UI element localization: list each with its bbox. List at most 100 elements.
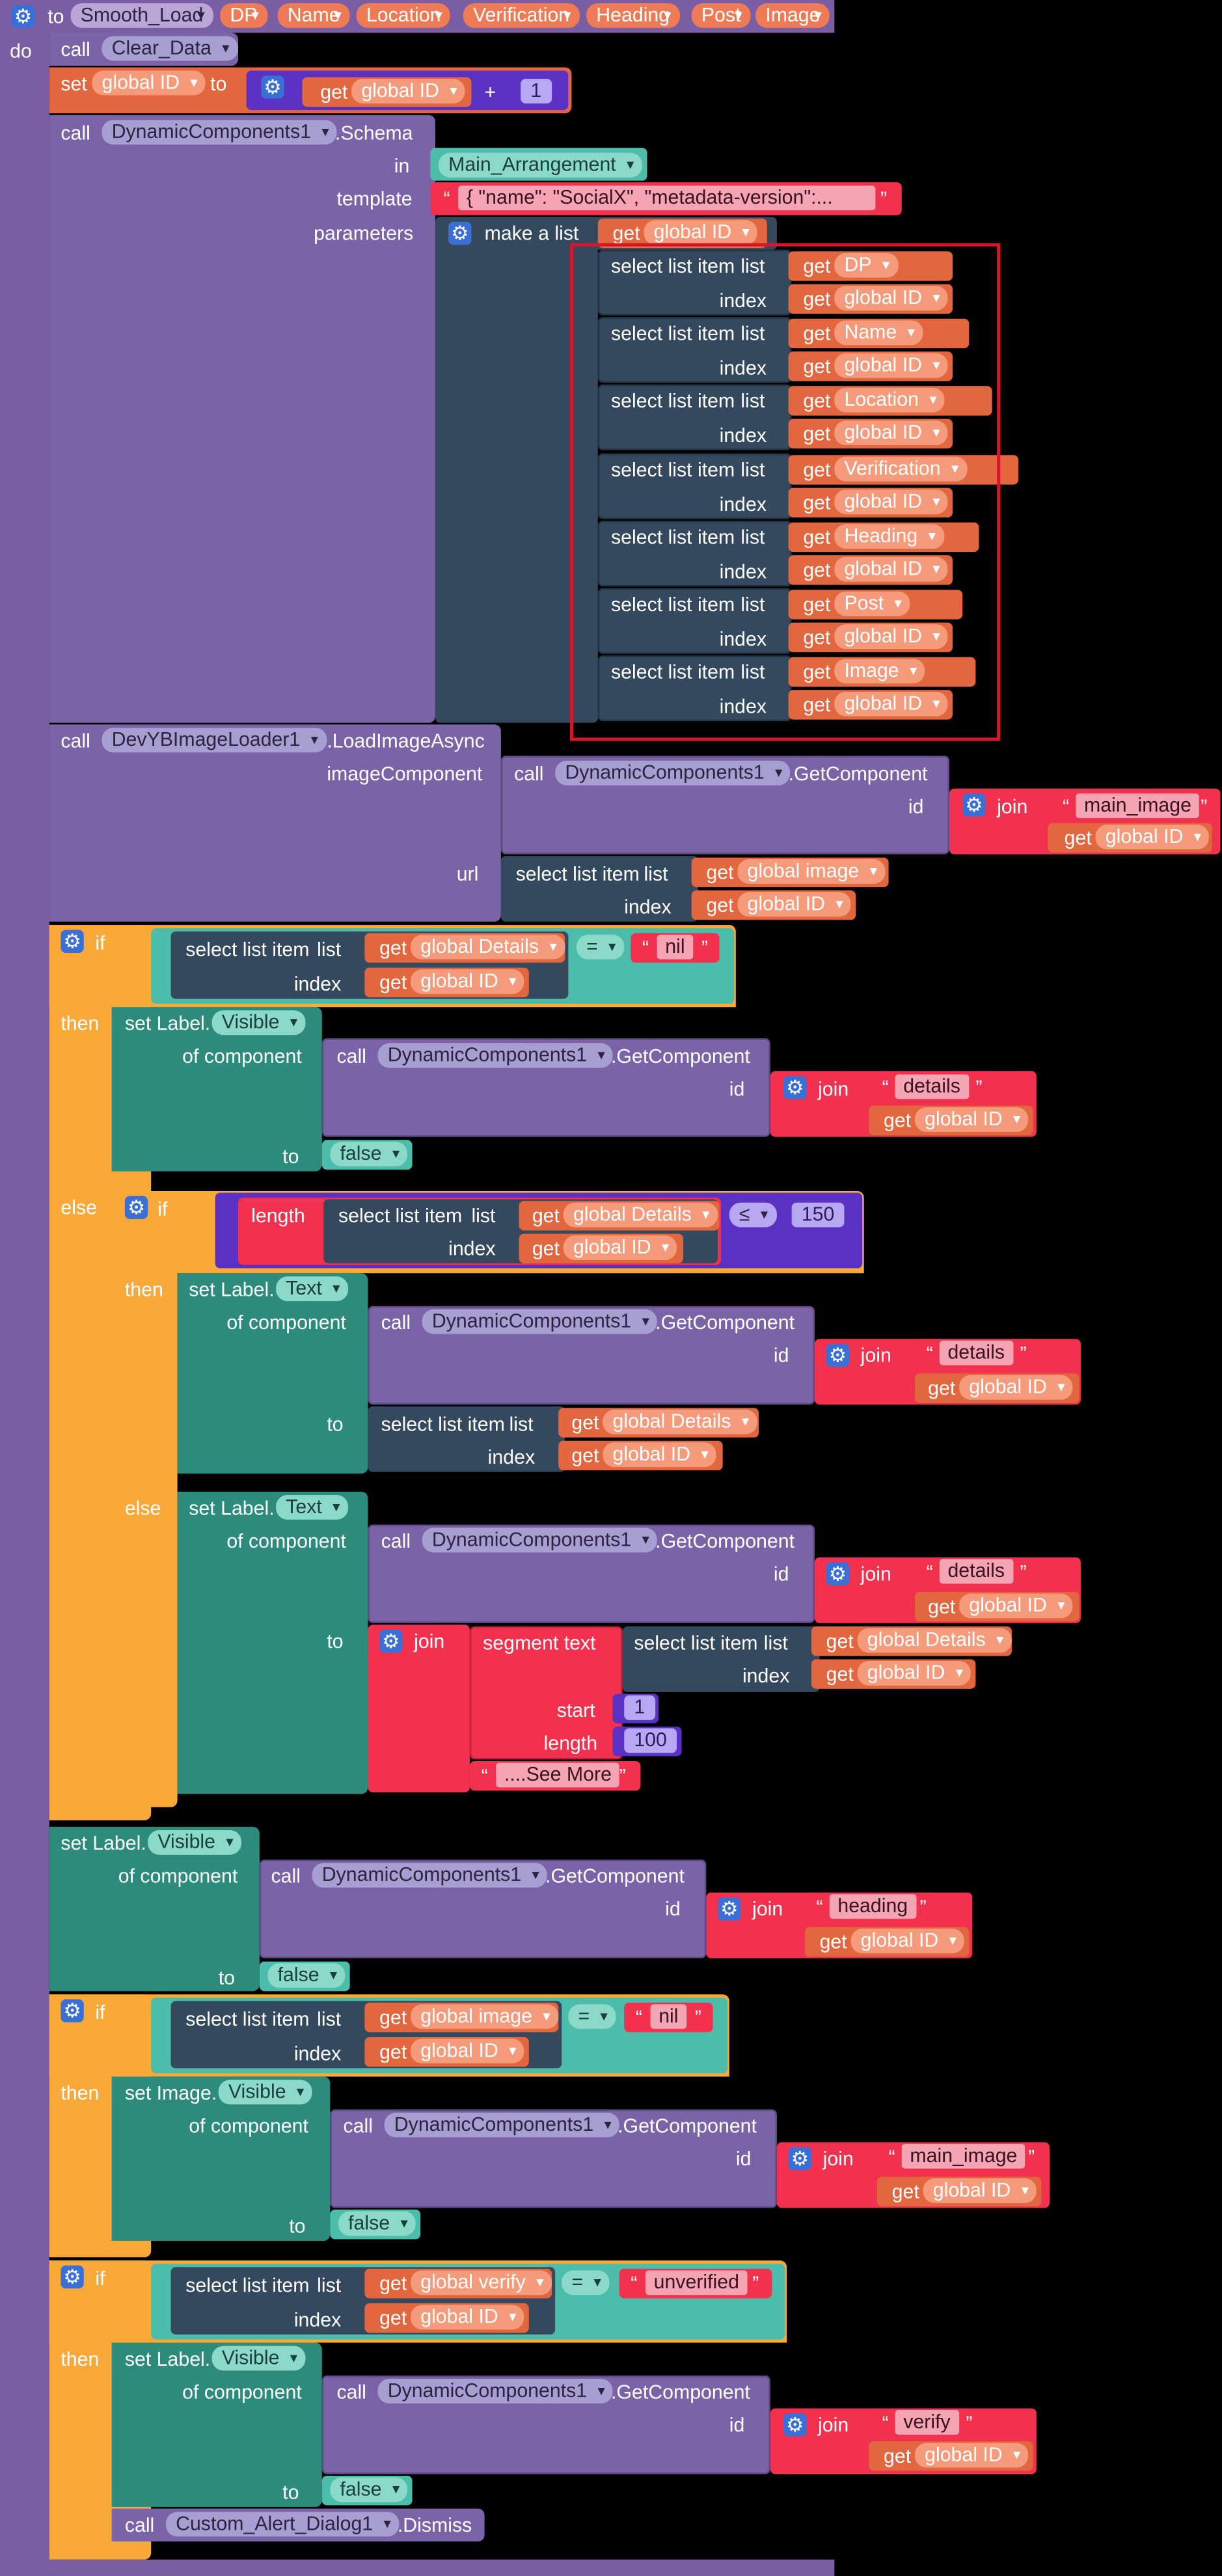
number-150[interactable]: 150 [791,1202,845,1227]
select-list-item-block[interactable] [597,317,792,383]
equals-operator-dropdown[interactable]: = [568,2004,616,2029]
select-list-item-block[interactable] [597,452,792,519]
gear-icon[interactable]: ⚙ [783,1076,807,1099]
select-list-item-block[interactable] [597,520,792,586]
main-arrangement-dropdown[interactable]: Main_Arrangement [438,152,643,178]
global-id-dropdown[interactable]: global ID [959,1593,1074,1619]
global-id-dropdown[interactable]: global ID [411,2305,525,2330]
template-json-text[interactable]: { "name": "SocialX", "metadata-version":… [458,185,876,211]
global-image-dropdown[interactable]: global image [411,2004,559,2029]
select-list-item-url-block[interactable] [500,856,698,922]
segment-text-block[interactable] [469,1626,623,1760]
visible-property-dropdown[interactable]: Visible [148,1829,242,1855]
image-loader-dropdown[interactable]: DevYBImageLoader1 [102,728,327,753]
gear-icon[interactable]: ⚙ [962,793,986,817]
global-id-dropdown[interactable]: global ID [834,489,949,514]
global-id-dropdown[interactable]: global ID [603,1442,717,1468]
gear-icon[interactable]: ⚙ [61,929,84,953]
param-post[interactable]: Post [691,3,751,28]
select-list-item-block[interactable] [597,385,792,451]
false-dropdown[interactable]: false [330,1142,408,1167]
see-more-text[interactable]: ....See More [496,1762,620,1788]
verify-text[interactable]: verify [895,2410,959,2435]
main-image-text[interactable]: main_image [1076,793,1200,819]
param-dropdown[interactable]: Location [834,388,945,413]
dynamic-components-dropdown[interactable]: DynamicComponents1 [422,1528,658,1553]
procedure-name[interactable]: Smooth_Load [70,3,213,28]
global-id-dropdown[interactable]: global ID [923,2178,1037,2203]
global-id-dropdown[interactable]: global ID [857,1660,971,1686]
visible-property-dropdown[interactable]: Visible [211,2346,306,2371]
global-id-dropdown[interactable]: global ID [1095,825,1210,850]
select-list-item-block[interactable] [597,588,792,654]
select-list-item-block[interactable] [622,1626,820,1692]
gear-icon[interactable]: ⚙ [61,2265,84,2289]
number-100[interactable]: 100 [624,1728,677,1753]
global-id-dropdown[interactable]: global ID [914,2443,1029,2468]
gear-icon[interactable]: ⚙ [379,1630,403,1653]
dynamic-components-dropdown[interactable]: DynamicComponents1 [555,760,791,786]
param-dropdown[interactable]: Image [834,659,926,684]
gear-icon[interactable]: ⚙ [261,75,284,99]
global-id-dropdown[interactable]: global ID [92,70,206,96]
schema-block[interactable] [49,115,435,723]
if-length-block[interactable] [111,1191,178,1807]
global-id-dropdown[interactable]: global ID [834,624,949,650]
global-id-dropdown[interactable]: global ID [834,286,949,311]
gear-icon[interactable]: ⚙ [826,1343,850,1367]
dynamic-components-dropdown[interactable]: DynamicComponents1 [384,2113,620,2137]
dynamic-components-dropdown[interactable]: DynamicComponents1 [377,2379,614,2404]
global-id-dropdown[interactable]: global ID [914,1107,1029,1132]
load-image-async-block[interactable] [49,724,501,922]
procedure-block[interactable] [0,0,49,2576]
dynamic-components-dropdown[interactable]: DynamicComponents1 [312,1863,548,1888]
global-id-dropdown[interactable]: global ID [737,892,852,917]
param-name[interactable]: Name [277,3,350,28]
global-details-dropdown[interactable]: global Details [857,1628,1012,1653]
global-details-dropdown[interactable]: global Details [603,1409,757,1434]
nil-text[interactable]: nil [650,2004,687,2029]
select-list-item-block[interactable] [597,655,792,722]
param-image[interactable]: Image [755,3,830,28]
visible-property-dropdown[interactable]: Visible [218,2079,312,2105]
gear-icon[interactable]: ⚙ [11,5,35,28]
number-one[interactable]: 1 [521,79,552,104]
global-image-dropdown[interactable]: global image [737,859,886,884]
details-text[interactable]: details [939,1559,1013,1584]
global-id-dropdown[interactable]: global ID [834,421,949,446]
number-one[interactable]: 1 [624,1695,655,1720]
details-text[interactable]: details [939,1340,1013,1365]
global-id-dropdown[interactable]: global ID [834,692,949,717]
global-id-dropdown[interactable]: global ID [959,1375,1074,1400]
heading-text[interactable]: heading [829,1894,916,1919]
nil-text[interactable]: nil [657,935,694,960]
gear-icon[interactable]: ⚙ [124,1196,148,1219]
global-id-dropdown[interactable]: global ID [850,1928,965,1954]
gear-icon[interactable]: ⚙ [788,2147,811,2171]
param-dropdown[interactable]: DP [834,253,898,278]
global-details-dropdown[interactable]: global Details [563,1202,718,1227]
gear-icon[interactable]: ⚙ [61,1999,84,2023]
custom-alert-dialog-dropdown[interactable]: Custom_Alert_Dialog1 [165,2512,400,2537]
dynamic-components-dropdown[interactable]: DynamicComponents1 [102,120,338,145]
param-dropdown[interactable]: Verification [834,456,968,481]
equals-operator-dropdown[interactable]: = [576,935,625,960]
global-id-dropdown[interactable]: global ID [834,353,949,379]
text-property-dropdown[interactable]: Text [276,1495,349,1520]
global-id-dropdown[interactable]: global ID [411,2038,525,2064]
gear-icon[interactable]: ⚙ [826,1562,850,1585]
visible-property-dropdown[interactable]: Visible [211,1010,306,1035]
join-segment-block[interactable] [368,1624,470,1792]
set-label-text-block[interactable] [177,1491,368,1794]
global-id-dropdown[interactable]: global ID [644,220,758,245]
param-location[interactable]: Location [356,3,451,28]
false-dropdown[interactable]: false [330,2477,408,2502]
global-id-dropdown[interactable]: global ID [834,556,949,582]
dynamic-components-dropdown[interactable]: DynamicComponents1 [422,1309,658,1334]
global-id-dropdown[interactable]: global ID [351,79,466,104]
param-heading[interactable]: Heading [586,3,680,28]
param-dropdown[interactable]: Heading [834,523,944,549]
lte-operator-dropdown[interactable]: ≤ [729,1202,776,1227]
main-image-text[interactable]: main_image [901,2144,1026,2169]
false-dropdown[interactable]: false [267,1963,346,1988]
